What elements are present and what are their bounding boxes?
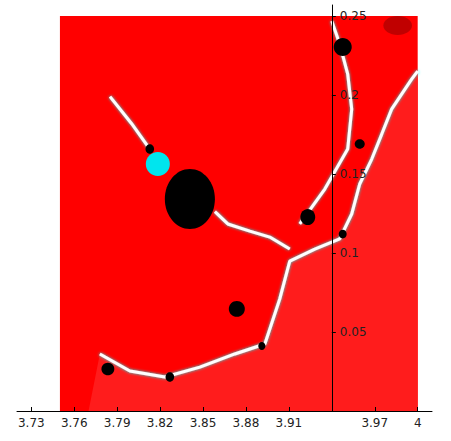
svg-text:0.05: 0.05 <box>340 325 367 339</box>
svg-text:3.79: 3.79 <box>104 416 131 430</box>
svg-text:3.85: 3.85 <box>190 416 217 430</box>
svg-text:3.73: 3.73 <box>18 416 45 430</box>
svg-text:3.82: 3.82 <box>147 416 174 430</box>
svg-text:0.25: 0.25 <box>340 9 367 23</box>
svg-text:3.91: 3.91 <box>276 416 303 430</box>
svg-text:3.97: 3.97 <box>361 416 388 430</box>
svg-text:0.1: 0.1 <box>340 246 359 260</box>
svg-text:3.76: 3.76 <box>61 416 88 430</box>
svg-text:4: 4 <box>414 416 422 430</box>
svg-text:3.88: 3.88 <box>233 416 260 430</box>
svg-text:0.2: 0.2 <box>340 88 359 102</box>
svg-text:0.15: 0.15 <box>340 167 367 181</box>
